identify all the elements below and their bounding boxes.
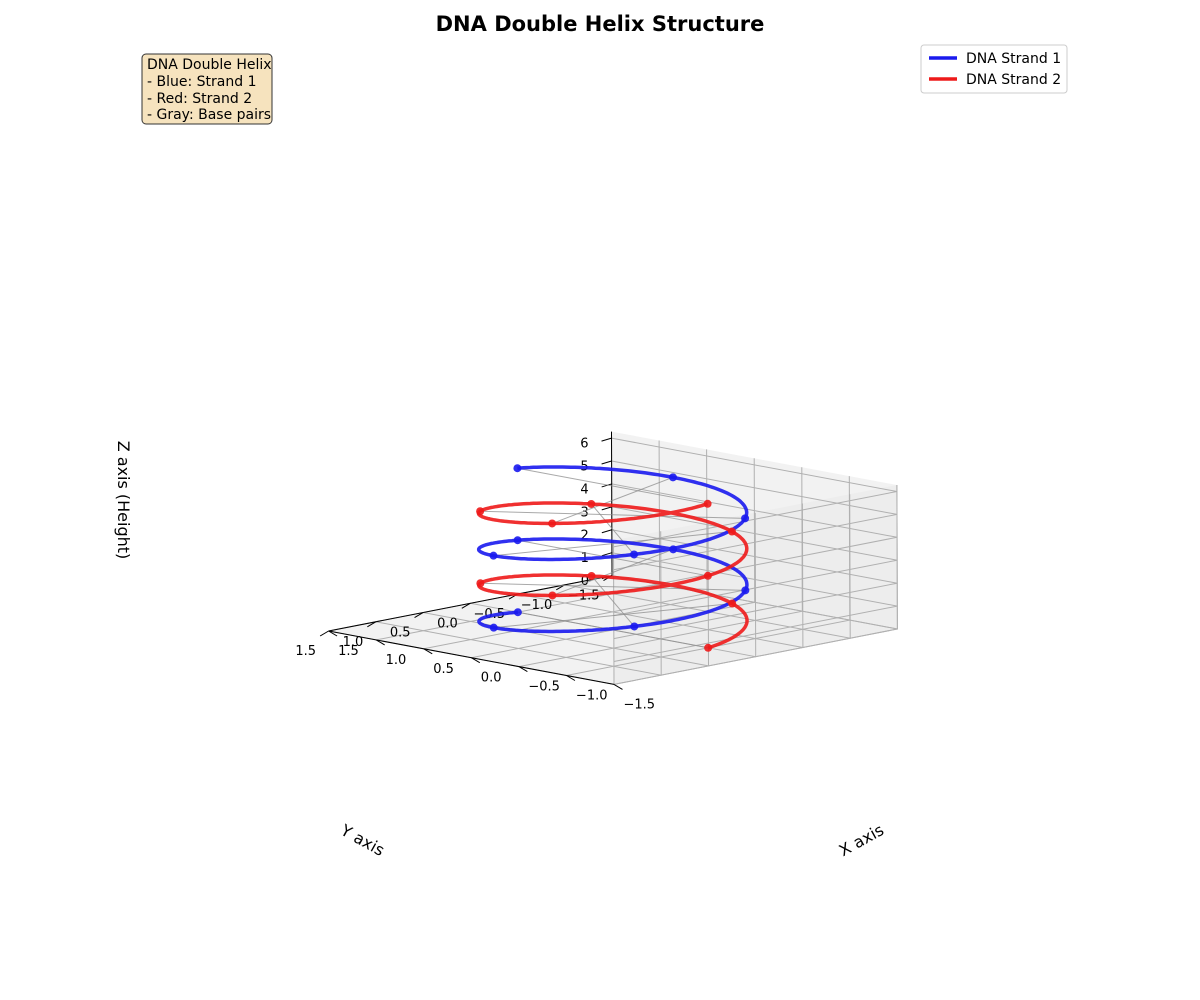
strand-2-point [476,579,485,588]
z-tick [601,506,612,511]
annotation-line: - Gray: Base pairs [147,107,271,123]
x-tick-label: −0.5 [528,680,560,695]
legend-label-strand-1: DNA Strand 1 [966,51,1061,67]
z-tick [601,460,612,465]
strand-2-point [704,643,713,652]
base-pair-line [517,467,708,505]
z-tick [601,552,613,557]
y-tick-label: 1.5 [295,644,316,659]
x-tick [518,666,528,673]
strand-2-point [476,507,485,516]
z-tick-label: 3 [580,505,588,520]
x-tick [328,630,338,637]
strand-1-point [489,551,498,560]
strand-2-point [703,571,712,580]
z-tick [601,483,612,488]
grid-line [611,437,897,548]
base-pair-line [480,582,746,591]
z-tick [601,437,612,442]
x-tick-label: 0.0 [481,671,502,686]
x-tick-label: −1.5 [624,697,656,712]
strand-1-point [513,464,522,473]
z-tick [601,529,612,534]
y-axis-label: Y axis [337,820,388,860]
y-tick [461,602,471,609]
legend: DNA Strand 1 DNA Strand 2 [920,44,1068,94]
strand-2-point [728,599,737,608]
annotation-line: - Blue: Strand 1 [147,74,256,90]
strand-1-point [668,473,677,482]
strand-1-point [741,586,750,595]
grid-line [611,552,898,662]
base-pair-line [551,476,674,524]
x-tick [566,675,576,681]
strand-2-point [727,527,736,536]
y-tick-label: 0.5 [390,626,411,641]
strand-1-point [669,545,678,554]
z-tick-label: 2 [581,528,589,543]
z-tick-label: 0 [581,574,589,589]
legend-label-strand-2: DNA Strand 2 [966,72,1061,88]
strand-2-point [587,571,596,580]
plot-area [476,464,750,652]
y-tick-label: 1.0 [343,635,364,650]
grid-line [611,529,898,640]
annotation-line: - Red: Strand 2 [147,91,252,107]
strand-1-point [513,608,522,617]
annotation-background [141,53,273,125]
grid-line [611,506,898,617]
z-tick-label: 4 [580,482,588,497]
y-tick-label: −1.0 [521,598,553,613]
strand-2-point [703,499,712,508]
annotation-box: DNA Double Helix - Blue: Strand 1 - Red:… [141,53,273,125]
y-tick [367,621,377,628]
base-pair-line [493,603,733,629]
x-tick-label: 0.5 [433,662,454,677]
base-pair-line [552,548,674,596]
x-tick-label: −1.0 [576,689,608,704]
legend-frame [920,44,1068,94]
strand-1-point [513,536,522,545]
x-axis-label: X axis [836,820,887,860]
chart-title: DNA Double Helix Structure [436,12,765,36]
base-pair-line [591,575,635,627]
x-tick-label: 1.5 [338,644,359,659]
annotation-line: DNA Double Helix [147,57,272,73]
z-axis-label: Z axis (Height) [114,441,133,560]
grid-line [611,460,898,571]
y-tick [319,630,329,637]
z-tick-label: 6 [580,437,588,452]
x-tick-label: 1.0 [386,653,407,668]
strand-1-point [630,550,639,559]
x-tick [613,683,623,690]
strand-2-point [587,499,596,508]
strand-2-point [548,591,557,600]
strand-2-point [548,519,557,528]
strand-1-point [630,622,639,631]
x-tick [471,657,481,664]
base-pair-line [590,503,635,555]
strand-1-point [741,514,750,523]
y-tick-label: 0.0 [437,616,458,631]
axes-3d: −1.5−1.5−1.0−1.0−0.5−0.50.00.00.50.51.01… [295,431,898,712]
y-tick [414,612,424,618]
x-tick [423,648,433,655]
base-pair-line [493,531,732,557]
base-pair-line [480,510,746,519]
x-tick [375,639,385,646]
strand-1-point [489,623,498,632]
